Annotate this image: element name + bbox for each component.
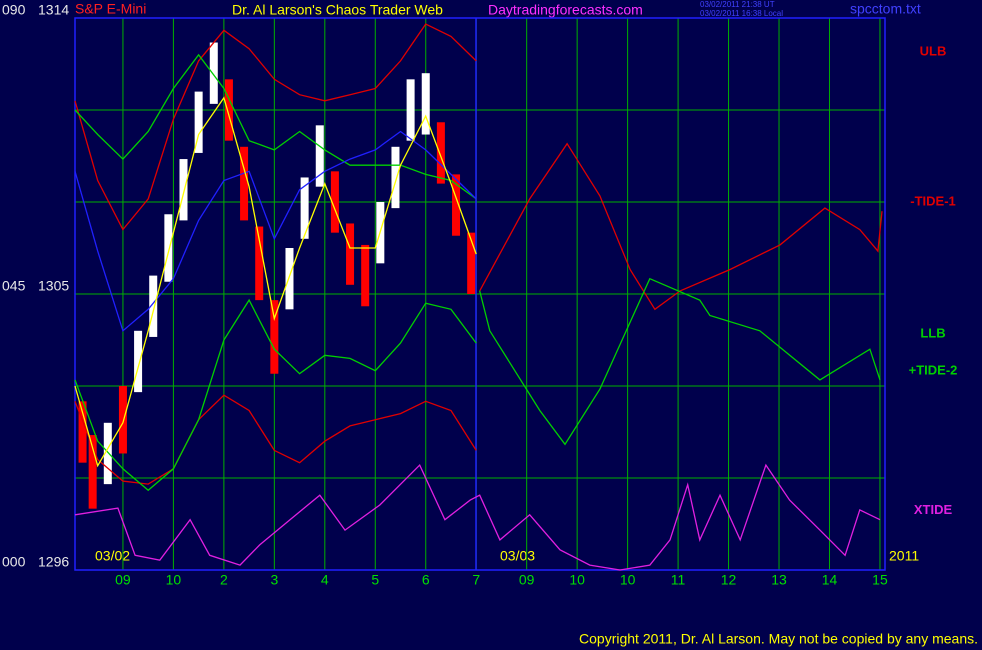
series-label: XTIDE <box>914 502 953 517</box>
price-bar <box>270 300 279 374</box>
series-line <box>479 277 881 446</box>
x-tick-label: 3 <box>270 572 278 588</box>
price-bar <box>300 177 309 239</box>
x-tick-label: 5 <box>371 572 379 588</box>
y-tick-label: 1296 <box>38 554 69 570</box>
price-bar <box>406 79 415 141</box>
series-label: +TIDE-2 <box>909 362 958 377</box>
series-label: ULB <box>920 43 947 58</box>
y2-tick-label: 090 <box>2 2 26 18</box>
x-tick-label: 7 <box>472 572 480 588</box>
price-bar <box>118 386 127 454</box>
series-line <box>74 298 477 492</box>
x-tick-label: 4 <box>321 572 329 588</box>
price-bar <box>421 73 430 135</box>
price-bar <box>467 232 476 294</box>
price-bar <box>391 146 400 209</box>
series-label: LLB <box>920 326 945 341</box>
series-line <box>479 142 883 311</box>
price-bar <box>315 125 324 187</box>
price-bar <box>452 174 461 236</box>
series-line <box>74 53 477 200</box>
x-tick-label: 14 <box>822 572 838 588</box>
price-bar <box>88 435 97 509</box>
price-bar <box>224 79 233 141</box>
x-tick-label: 13 <box>771 572 787 588</box>
x-tick-label: 10 <box>166 572 182 588</box>
series-label: -TIDE-1 <box>910 194 956 209</box>
price-bar <box>164 214 173 282</box>
series-line <box>74 23 477 231</box>
timestamp: 03/02/2011 21:38 UT <box>700 0 775 9</box>
price-bar <box>103 422 112 485</box>
instrument: S&P E-Mini <box>75 1 146 17</box>
website: Daytradingforecasts.com <box>488 2 643 18</box>
chart-title: Dr. Al Larson's Chaos Trader Web <box>232 2 443 18</box>
price-bar <box>209 42 218 104</box>
series-line <box>74 463 881 571</box>
x-tick-label: 15 <box>872 572 888 588</box>
price-bar <box>134 330 143 393</box>
day-label: 03/03 <box>500 548 535 564</box>
filename: spcctom.txt <box>850 1 921 17</box>
x-tick-label: 2 <box>220 572 228 588</box>
price-bar <box>240 146 249 221</box>
price-bar <box>346 223 355 285</box>
price-bar <box>255 226 264 301</box>
price-bar <box>179 159 188 221</box>
timestamp: 03/02/2011 16:38 Local <box>700 9 783 18</box>
x-tick-label: 12 <box>721 572 737 588</box>
price-bar <box>361 244 370 307</box>
day-label: 2011 <box>889 548 919 564</box>
y2-tick-label: 000 <box>2 554 26 570</box>
plot-border <box>74 17 886 571</box>
y-tick-label: 1305 <box>38 278 69 294</box>
x-tick-label: 10 <box>620 572 636 588</box>
y-tick-label: 1314 <box>38 2 69 18</box>
price-bar <box>149 275 158 337</box>
price-bar <box>330 171 339 233</box>
series-line <box>74 96 477 468</box>
price-bar <box>78 401 87 463</box>
price-bar <box>436 122 445 184</box>
x-tick-label: 10 <box>569 572 585 588</box>
x-tick-label: 09 <box>115 572 131 588</box>
x-tick-label: 09 <box>519 572 535 588</box>
day-label: 03/02 <box>95 548 130 564</box>
x-tick-label: 6 <box>422 572 430 588</box>
x-tick-label: 11 <box>671 572 686 588</box>
price-bar <box>194 91 203 153</box>
copyright: Copyright 2011, Dr. Al Larson. May not b… <box>579 631 978 647</box>
y2-tick-label: 045 <box>2 278 26 294</box>
series-line <box>74 130 477 332</box>
price-bar <box>285 248 294 310</box>
